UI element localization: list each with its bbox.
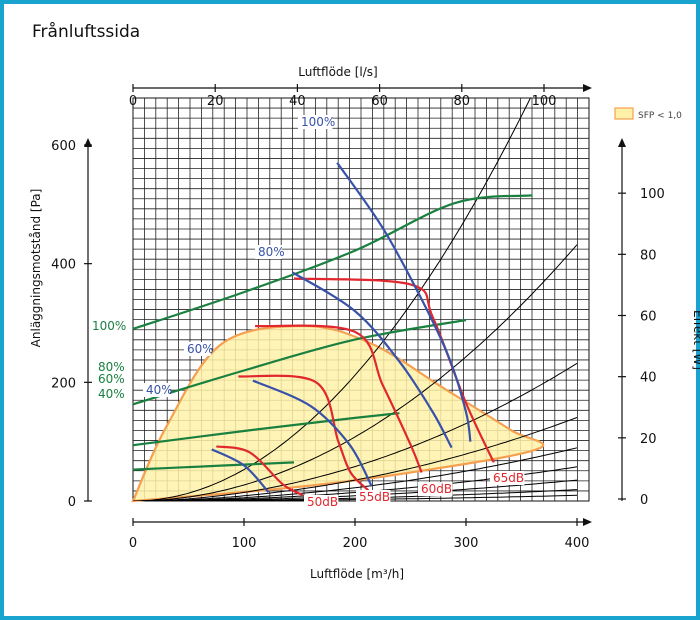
y-right-axis-arrow: [618, 138, 626, 147]
x-bottom-axis-arrow: [583, 518, 592, 526]
y-left-tick-label: 600: [51, 139, 76, 154]
sfp-region: [131, 324, 545, 503]
power-label-80: 80%: [98, 360, 125, 374]
system-curve: [133, 98, 531, 501]
x-top-tick-label: 0: [129, 94, 137, 109]
sound-label-50-bg: [304, 495, 339, 509]
sfp-area: [131, 324, 545, 503]
curve-labels: 100%80%60%40%100%80%60%40%50dB 55dB60dB65…: [92, 115, 525, 509]
y-left-tick-label: 400: [51, 258, 76, 273]
y-right-axis-label: Effekt [W]: [691, 310, 700, 370]
y-left-tick-label: 0: [68, 495, 76, 510]
y-right-tick-label: 80: [640, 248, 657, 263]
system-curve: [133, 417, 578, 501]
x-bottom-tick-label: 100: [232, 536, 257, 551]
x-top-tick-label: 20: [207, 94, 224, 109]
pressure-label-40: 40%: [146, 383, 173, 397]
y-right-tick-label: 20: [640, 432, 657, 447]
x-top-tick-label: 80: [454, 94, 471, 109]
sound-label-65-bg: [490, 471, 525, 485]
power-label-100: 100%: [92, 319, 126, 333]
pressure-curve-80pct: [292, 271, 453, 449]
pressure-label-80-bg: [255, 245, 282, 259]
y-left-tick-label: 200: [51, 376, 76, 391]
pressure-label-100: 100%: [301, 115, 335, 129]
x-bottom-tick-label: 300: [454, 536, 479, 551]
power-label-40: 40%: [98, 387, 125, 401]
power-curve-60pct: [132, 412, 400, 447]
x-top-axis-label: Luftflöde [l/s]: [298, 65, 378, 79]
power-label-60: 60%: [98, 372, 125, 386]
sound-curve-55dB: [238, 374, 370, 492]
x-top-axis-arrow: [583, 84, 592, 92]
x-bottom-axis-label: Luftflöde [m³/h]: [310, 567, 404, 581]
y-right-tick-label: 40: [640, 371, 657, 386]
x-bottom-tick-label: 400: [565, 536, 590, 551]
sound-curves: [216, 277, 495, 497]
system-curves: [133, 98, 578, 501]
y-right-tick-label: 0: [640, 493, 648, 508]
pressure-curve-40pct: [211, 448, 270, 493]
y-right-tick-label: 100: [640, 187, 665, 202]
sound-curve-50dB: [216, 445, 304, 497]
x-top-tick-label: 60: [371, 94, 388, 109]
legend-swatch: [614, 107, 634, 120]
tick-labels: 0 20 40 60 80 100 0 100 200 300 400 0 200 400 600 0 20 40…: [51, 94, 665, 551]
pressure-curve-60pct: [252, 379, 373, 487]
power-curve-80pct: [132, 318, 467, 406]
chart-title: Frånluftssida: [32, 22, 141, 42]
y-left-axis-label: Anläggningsmotstånd [Pa]: [29, 189, 43, 348]
sound-curve-65dB: [293, 277, 495, 463]
sound-label-60: 60dB: [421, 482, 452, 496]
sound-curve-60dB: [255, 324, 423, 473]
pressure-label-60-bg: [184, 342, 211, 356]
x-bottom-tick-label: 0: [129, 536, 137, 551]
pressure-label-40-bg: [143, 383, 170, 397]
sound-label-50: 50dB: [307, 495, 338, 509]
power-curve-100pct: [132, 194, 533, 330]
y-right-tick-label: 60: [640, 310, 657, 325]
axes: [84, 84, 626, 526]
power-curves: [132, 194, 533, 471]
pressure-label-80: 80%: [258, 245, 285, 259]
x-bottom-tick-label: 200: [343, 536, 368, 551]
sound-label-55: 55dB: [359, 490, 390, 504]
system-curve: [133, 244, 578, 501]
system-curve: [133, 494, 578, 501]
sound-label-65: 65dB: [493, 471, 524, 485]
sound-label-55-bg: [356, 490, 391, 504]
pressure-curve-100pct: [336, 162, 472, 442]
pressure-label-100-bg: [298, 115, 333, 129]
system-curve: [133, 362, 578, 501]
pressure-curves: [211, 162, 472, 493]
y-left-axis-arrow: [84, 138, 92, 147]
power-curve-40pct: [132, 461, 295, 471]
x-top-tick-label: 100: [532, 94, 557, 109]
sound-label-60-bg: [418, 482, 453, 496]
x-top-tick-label: 40: [289, 94, 306, 109]
pressure-label-60: 60%: [187, 342, 214, 356]
legend-label: SFP < 1,0: [638, 111, 682, 121]
